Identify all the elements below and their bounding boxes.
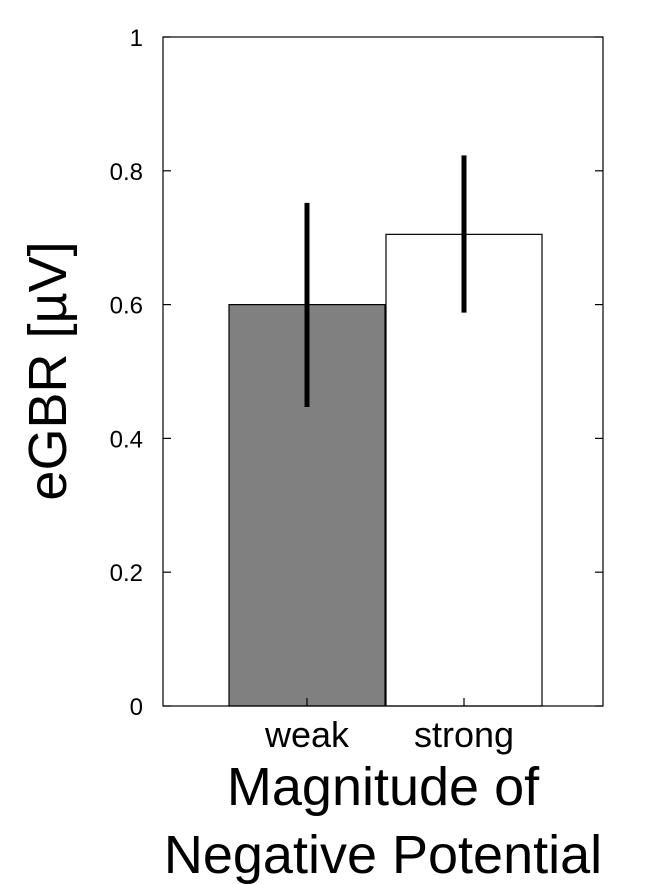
y-tick-label: 0.6 [110,293,143,320]
x-axis-title-line-1: Magnitude of [227,757,540,817]
category-labels: weak strong [264,714,514,755]
category-label-weak: weak [264,714,350,755]
x-axis-title-line-2: Negative Potential [164,825,602,884]
bars [228,233,543,707]
y-axis-title: eGBR [µV] [18,241,78,500]
y-tick-label: 0.2 [110,560,143,587]
error-bars [304,155,467,407]
bar-strong [385,233,543,707]
y-tick-label: 0.4 [110,426,143,453]
category-label-strong: strong [414,714,514,755]
y-tick-label: 0.8 [110,159,143,186]
y-tick-label: 0 [130,694,143,721]
y-tick-label: 1 [130,25,143,52]
plot-frame [162,36,604,707]
y-ticks: 0 0.2 0.4 0.6 0.8 1 [110,25,603,721]
